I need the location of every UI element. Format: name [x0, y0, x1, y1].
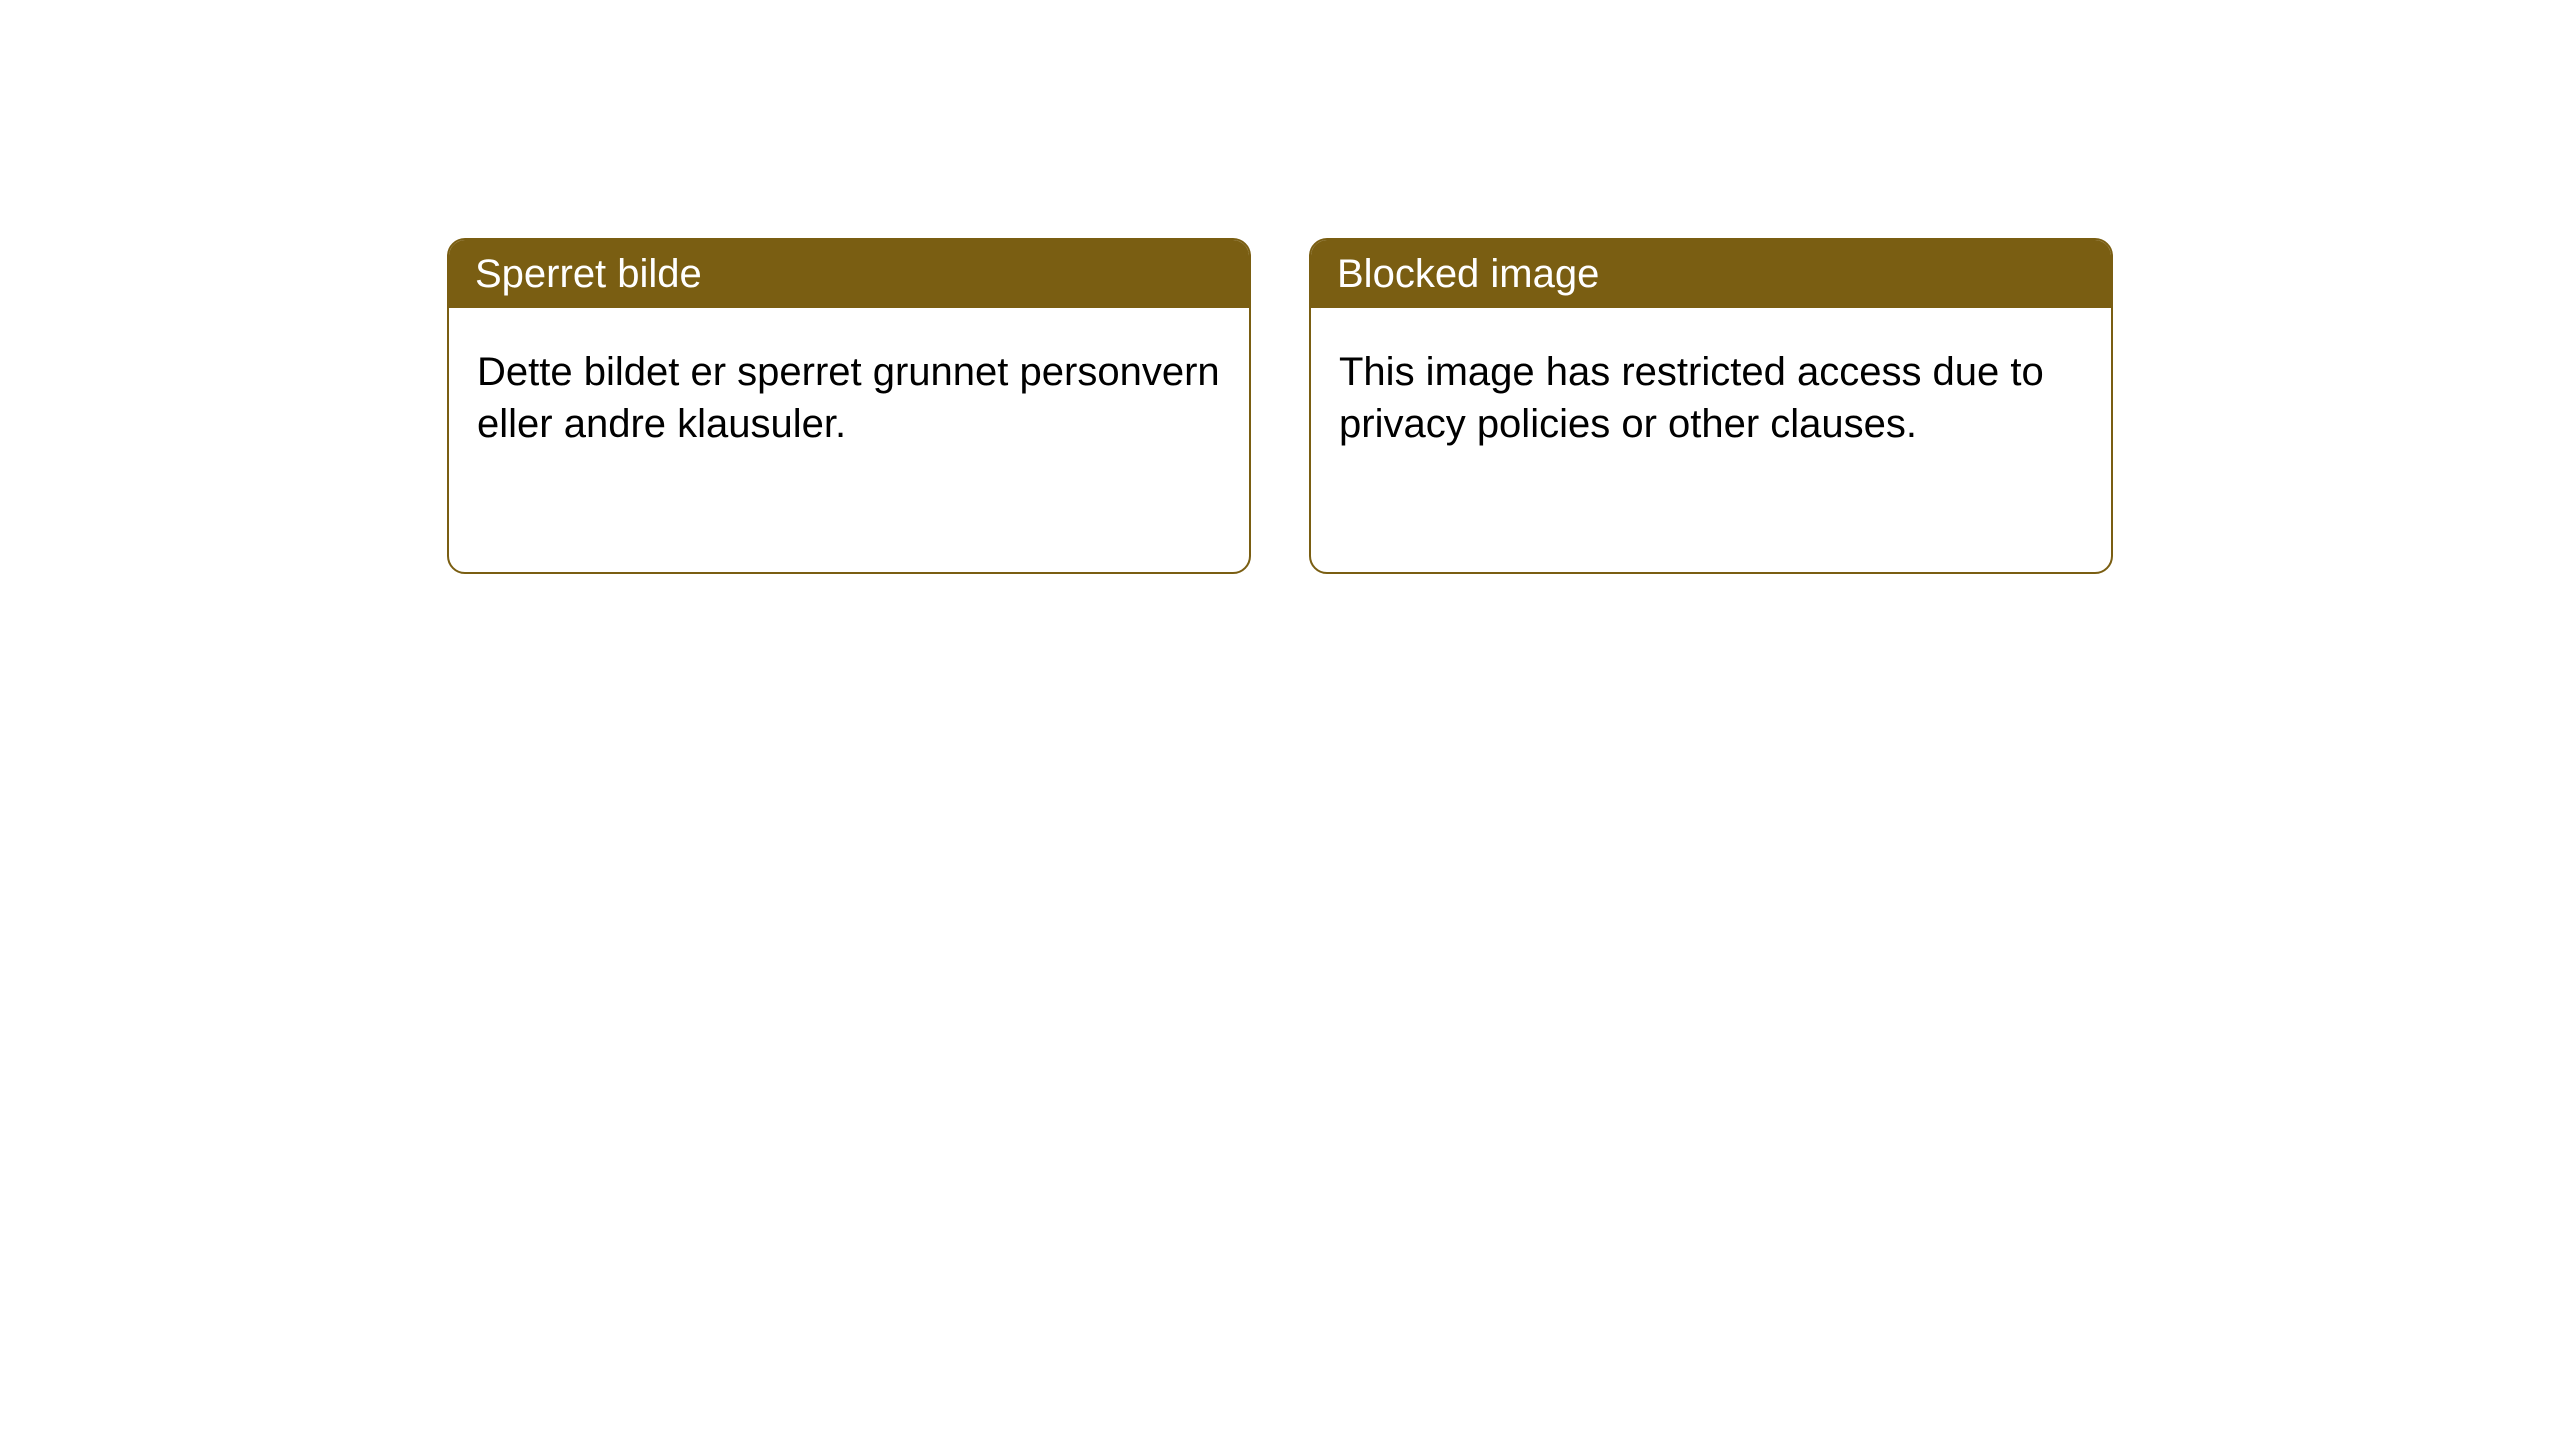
- card-body-english: This image has restricted access due to …: [1311, 308, 2111, 488]
- card-header-norwegian: Sperret bilde: [449, 240, 1249, 308]
- card-body-norwegian: Dette bildet er sperret grunnet personve…: [449, 308, 1249, 488]
- notice-card-norwegian: Sperret bilde Dette bildet er sperret gr…: [447, 238, 1251, 574]
- card-header-english: Blocked image: [1311, 240, 2111, 308]
- notice-card-english: Blocked image This image has restricted …: [1309, 238, 2113, 574]
- notice-container: Sperret bilde Dette bildet er sperret gr…: [447, 238, 2113, 574]
